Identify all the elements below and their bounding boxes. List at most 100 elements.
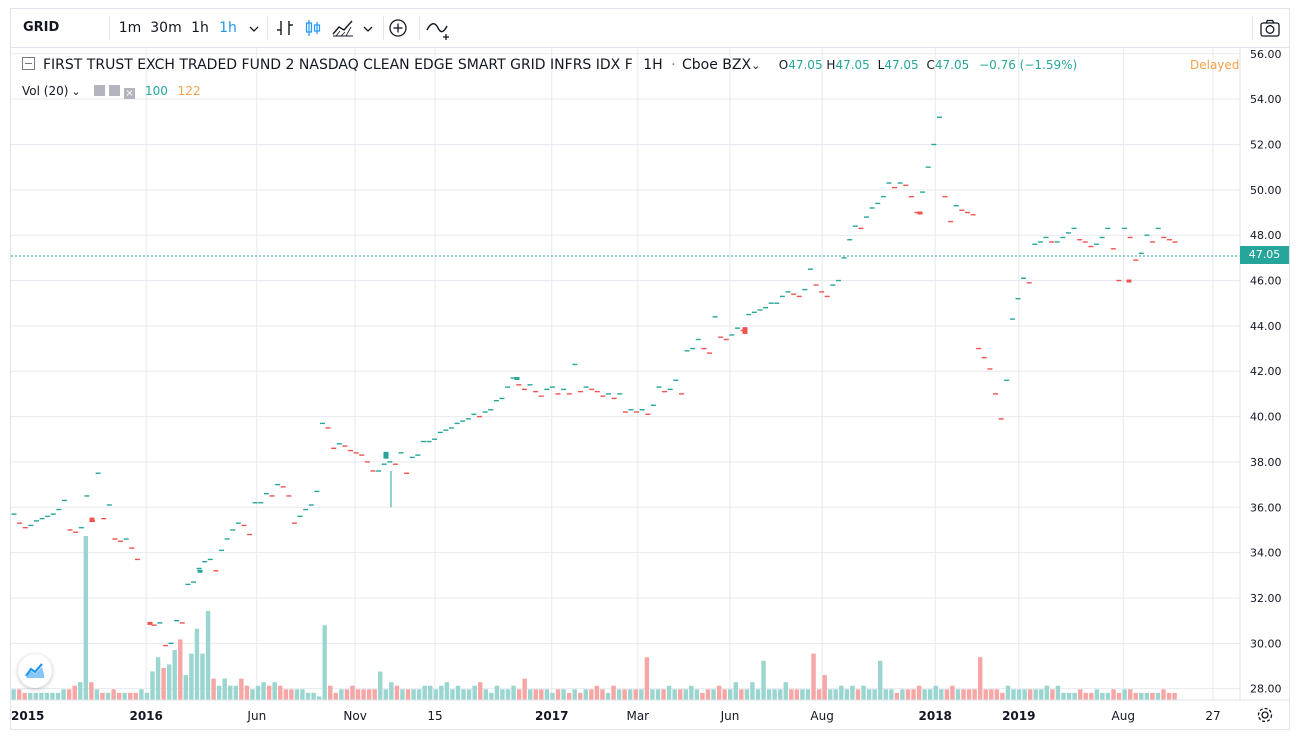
interval-1h-button[interactable]: 1h — [191, 20, 209, 36]
remove-icon[interactable]: × — [124, 88, 136, 99]
volume-bar — [961, 689, 966, 700]
indicators-icon[interactable] — [425, 18, 453, 44]
x-tick-label: Aug — [1112, 709, 1135, 723]
chevron-down-icon[interactable]: ⌄ — [751, 59, 761, 72]
volume-bar — [261, 682, 266, 700]
add-compare-icon[interactable] — [388, 18, 408, 42]
volume-bar — [727, 689, 733, 700]
volume-bar — [105, 692, 111, 700]
volume-bar — [794, 689, 800, 700]
settings-icon[interactable] — [109, 85, 121, 96]
volume-bar — [400, 689, 405, 700]
volume-bar — [1077, 689, 1083, 700]
volume-bar — [1039, 689, 1044, 700]
volume-bar — [1127, 689, 1133, 700]
volume-bar — [133, 692, 139, 700]
interval-active-button[interactable]: 1h — [219, 20, 237, 36]
volume-bar — [966, 689, 972, 700]
legend-interval: 1H — [643, 57, 663, 73]
volume-bar — [66, 689, 72, 700]
candle-style-icon[interactable] — [303, 18, 323, 42]
chevron-down-icon[interactable]: ⌄ — [71, 85, 81, 98]
volume-bar — [22, 692, 27, 700]
volume-bar — [489, 692, 494, 700]
bar-style-icon[interactable] — [275, 18, 295, 42]
volume-bar — [239, 678, 244, 700]
visibility-icon[interactable] — [94, 85, 106, 96]
interval-30m-button[interactable]: 30m — [150, 20, 182, 36]
volume-bar — [905, 689, 911, 700]
volume-bar — [455, 685, 461, 700]
interval-1m-button[interactable]: 1m — [118, 20, 142, 36]
volume-bar — [666, 685, 672, 700]
volume-bar — [211, 678, 216, 700]
close-value: 47.05 — [934, 58, 970, 72]
volume-bar — [83, 536, 89, 700]
x-tick-label: Aug — [810, 709, 833, 723]
chevron-down-icon[interactable] — [361, 21, 375, 40]
volume-bar — [1150, 692, 1155, 700]
change-value: −0.76 (−1.59%) — [979, 58, 1078, 72]
volume-bar — [700, 692, 705, 700]
volume-bar — [566, 692, 572, 700]
collapse-legend-icon[interactable] — [22, 57, 35, 70]
volume-bar — [600, 689, 605, 700]
volume-bar — [450, 689, 455, 700]
volume-bar — [816, 689, 822, 700]
candle-body — [197, 569, 203, 573]
volume-bar — [811, 653, 816, 700]
y-tick-label: 36.00 — [1250, 501, 1282, 514]
x-tick-label: 2017 — [535, 709, 568, 723]
volume-bar — [994, 689, 1000, 700]
chevron-down-icon[interactable] — [247, 21, 261, 40]
delayed-badge[interactable]: Delayed — [1190, 58, 1240, 72]
x-tick-label: 27 — [1205, 709, 1220, 723]
time-scale: 2015 2016 Jun Nov 15 2017 Mar Jun Aug 2018 2019 Aug… — [11, 709, 1221, 723]
volume-bar — [266, 685, 272, 700]
top-toolbar: GRID 1m 30m 1h 1h — [11, 9, 1289, 48]
volume-bar — [955, 689, 961, 700]
x-tick-label: Jun — [720, 709, 740, 723]
volume-bar — [1011, 689, 1016, 700]
volume-bar — [255, 685, 261, 700]
tradingview-logo-icon[interactable] — [18, 654, 52, 688]
volume-bar — [1100, 692, 1105, 700]
volume-bar — [983, 689, 988, 700]
volume-bar — [655, 689, 661, 700]
volume-bar — [528, 689, 533, 700]
volume-bar — [33, 692, 39, 700]
volume-bar — [222, 678, 227, 700]
volume-bar — [1044, 685, 1050, 700]
volume-bar — [561, 689, 566, 700]
symbol-legend: FIRST TRUST EXCH TRADED FUND 2 NASDAQ CL… — [22, 57, 1077, 73]
volume-bar — [750, 682, 755, 700]
volume-bar — [294, 689, 300, 700]
volume-bar — [1066, 692, 1072, 700]
volume-bar — [694, 689, 700, 700]
volume-bar — [1072, 692, 1077, 700]
volume-bar — [533, 689, 538, 700]
area-style-icon[interactable] — [331, 18, 355, 42]
volume-bar — [244, 685, 250, 700]
volume-study-label[interactable]: Vol (20) — [22, 84, 69, 98]
volume-bar — [144, 692, 150, 700]
gear-icon[interactable] — [1256, 706, 1274, 728]
open-value: 47.05 — [788, 58, 823, 72]
symbol-search-button[interactable]: GRID — [23, 20, 60, 35]
x-tick-label: Mar — [626, 709, 649, 723]
legend-exchange[interactable]: Cboe BZX — [682, 57, 752, 73]
volume-bar — [950, 685, 955, 700]
volume-bar — [1155, 692, 1161, 700]
y-tick-label: 38.00 — [1250, 456, 1282, 469]
volume-bar — [578, 692, 583, 700]
volume-bar — [1122, 689, 1127, 700]
camera-icon[interactable] — [1259, 18, 1281, 42]
volume-bar — [505, 689, 511, 700]
volume-bar — [605, 692, 611, 700]
volume-bar — [416, 689, 422, 700]
volume-bar — [44, 692, 50, 700]
x-tick-label: Nov — [343, 709, 366, 723]
volume-bar — [322, 625, 327, 700]
volume-bar — [755, 689, 761, 700]
